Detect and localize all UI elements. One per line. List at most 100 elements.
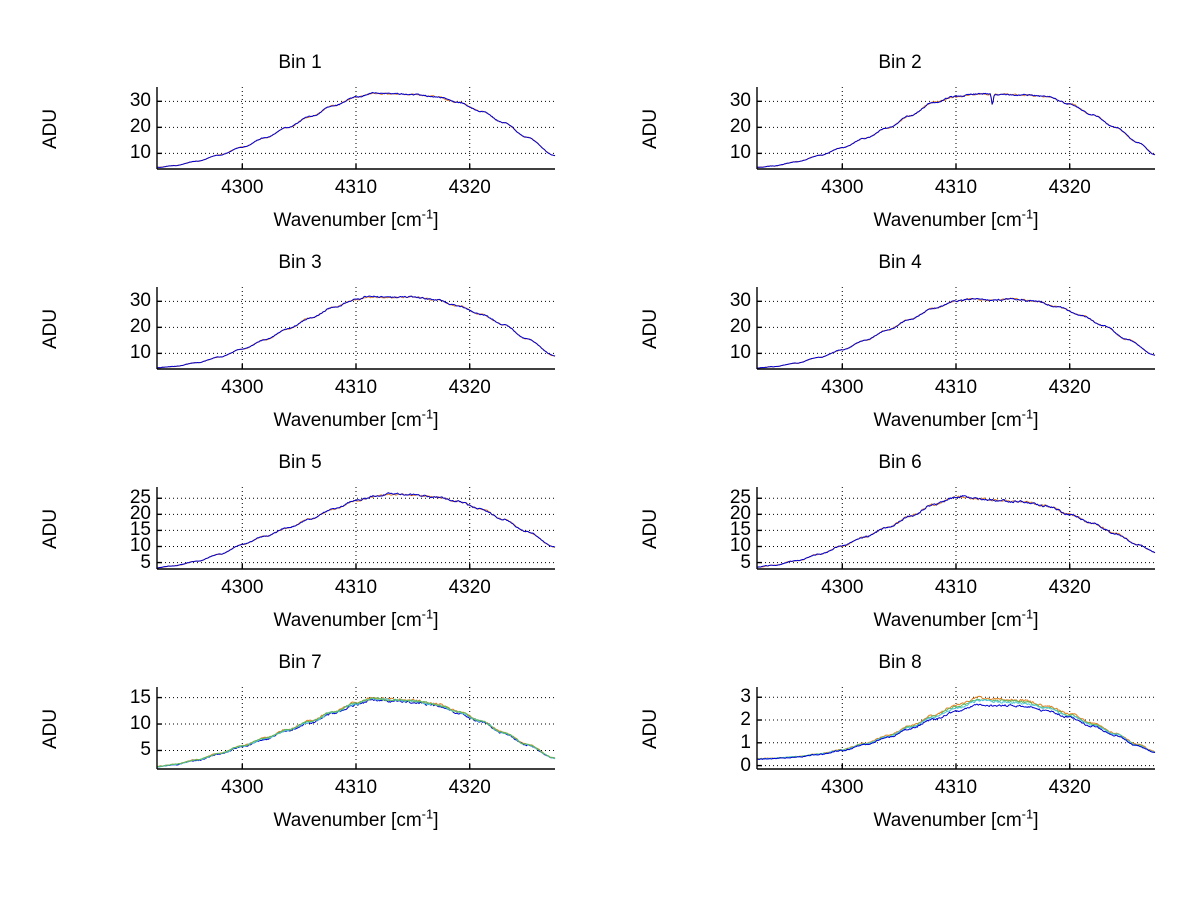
y-tick-label: 25 [129,487,151,509]
y-tick-label: 10 [729,342,751,364]
x-axis-label: Wavenumber [cm-1] [273,606,439,631]
subplot-bin-2: Bin 2 ADU 10 20 30 4300 4310 4320 Wavenumber [cm… [600,46,1200,246]
y-tick-label: 3 [740,686,751,708]
y-tick-label: 5 [740,551,751,573]
subplot-title: Bin 1 [278,52,322,73]
subplot-title: Bin 2 [878,52,922,73]
data-series-blue [756,495,1156,568]
x-axis-label: Wavenumber [cm-1] [273,206,439,231]
subplot-bin-1: Bin 1 ADU 10 20 30 4300 4310 4320 Wavenumber [cm… [0,46,600,246]
y-axis-label: ADU [40,508,61,549]
y-axis-label: ADU [40,308,61,349]
x-tick-label: 4310 [934,777,978,798]
x-tick-label: 4320 [448,577,491,598]
x-tick-label: 4300 [221,177,264,198]
y-axis-label: ADU [40,108,61,149]
y-tick-label: 30 [129,90,151,112]
y-tick-label: 2 [740,709,751,731]
subplot-bin-5: Bin 5 ADU 5 10 15 20 25 4300 4310 4320 Wavenumber … [0,446,600,646]
subplot-bin-8: Bin 8 ADU 0 1 2 3 4300 4310 4320 Wavenumber [cm-1… [600,646,1200,846]
plot-area [156,487,556,570]
x-tick-label: 4310 [934,577,978,598]
y-tick-label: 30 [129,290,151,312]
subplot-bin-4: Bin 4 ADU 10 20 30 4300 4310 4320 Wavenumber [cm… [600,246,1200,446]
y-axis-label: ADU [640,708,661,749]
y-tick-label: 20 [129,503,151,525]
data-series-orange [156,92,556,168]
y-tick-label: 10 [729,535,751,557]
subplot-bin-7: Bin 7 ADU 5 10 15 4300 4310 4320 Wavenumber [cm-… [0,646,600,846]
y-tick-label: 10 [129,342,151,364]
x-axis-label: Wavenumber [cm-1] [873,206,1039,231]
x-axis-label: Wavenumber [cm-1] [873,806,1039,831]
x-axis-label: Wavenumber [cm-1] [873,606,1039,631]
data-series-cyan [756,699,1156,760]
y-tick-label: 30 [729,290,751,312]
y-tick-label: 10 [129,535,151,557]
y-axis-label: ADU [40,708,61,749]
y-tick-label: 5 [140,739,151,761]
x-tick-label: 4310 [334,177,378,198]
y-axis-label: ADU [640,108,661,149]
subplot-title: Bin 5 [278,452,322,473]
x-tick-label: 4300 [221,377,264,398]
x-tick-label: 4320 [448,377,491,398]
subplot-title: Bin 3 [278,252,322,273]
data-series-orange [756,92,1156,168]
x-tick-label: 4300 [821,577,864,598]
data-series-blue [156,492,556,569]
x-tick-label: 4300 [821,177,864,198]
subplot-bin-3: Bin 3 ADU 10 20 30 4300 4310 4320 Wavenumber [cm… [0,246,600,446]
y-tick-label: 15 [729,519,751,541]
x-tick-label: 4310 [334,777,378,798]
x-axis-label: Wavenumber [cm-1] [273,806,439,831]
y-tick-label: 15 [129,519,151,541]
x-tick-label: 4310 [334,577,378,598]
subplot-title: Bin 6 [878,452,922,473]
x-tick-label: 4300 [221,777,264,798]
y-tick-label: 10 [129,142,151,164]
x-tick-label: 4310 [934,177,978,198]
x-tick-label: 4320 [448,777,491,798]
x-tick-label: 4310 [334,377,378,398]
y-tick-label: 15 [129,686,151,708]
subplot-title: Bin 4 [878,252,922,273]
data-series-blue [156,92,556,168]
plot-area [156,87,556,170]
data-series-orange [156,493,556,569]
y-tick-label: 20 [129,316,151,338]
x-tick-label: 4320 [1048,177,1091,198]
y-tick-label: 30 [729,90,751,112]
y-tick-label: 25 [729,487,751,509]
y-tick-label: 20 [129,116,151,138]
plot-area [756,487,1156,570]
y-axis-label: ADU [640,308,661,349]
data-series-cyan [156,697,556,768]
y-axis-label: ADU [640,508,661,549]
data-series-blue [156,295,556,369]
x-tick-label: 4320 [1048,577,1091,598]
data-series-blue [156,698,556,768]
x-tick-label: 4300 [821,377,864,398]
y-tick-label: 5 [140,551,151,573]
data-series-blue [756,92,1156,168]
y-tick-label: 20 [729,503,751,525]
plot-area [756,687,1156,770]
data-series-blue [756,297,1156,369]
x-tick-label: 4310 [934,377,978,398]
y-tick-label: 20 [729,116,751,138]
subplot-bin-6: Bin 6 ADU 5 10 15 20 25 4300 4310 4320 Wavenumber … [600,446,1200,646]
y-tick-label: 0 [740,754,751,776]
x-tick-label: 4320 [448,177,491,198]
y-tick-label: 20 [729,316,751,338]
x-tick-label: 4300 [821,777,864,798]
data-series-blue [756,703,1156,760]
subplot-title: Bin 7 [278,652,322,673]
data-series-green [156,697,556,768]
x-tick-label: 4320 [1048,377,1091,398]
x-axis-label: Wavenumber [cm-1] [273,406,439,431]
x-tick-label: 4320 [1048,777,1091,798]
y-tick-label: 10 [129,713,151,735]
x-axis-label: Wavenumber [cm-1] [873,406,1039,431]
